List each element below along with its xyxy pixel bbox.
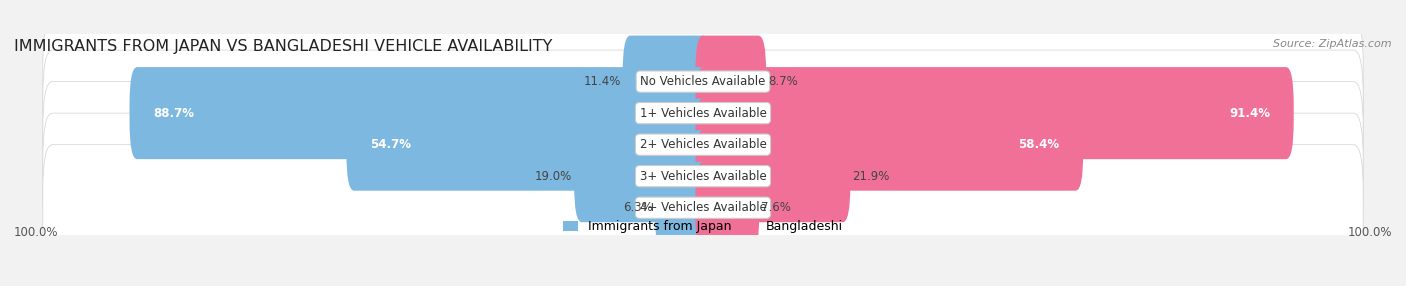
Text: 2+ Vehicles Available: 2+ Vehicles Available [640, 138, 766, 151]
FancyBboxPatch shape [42, 19, 1364, 145]
Text: No Vehicles Available: No Vehicles Available [640, 75, 766, 88]
Text: 19.0%: 19.0% [534, 170, 572, 183]
Text: 8.7%: 8.7% [768, 75, 797, 88]
Text: 91.4%: 91.4% [1229, 107, 1270, 120]
Text: Source: ZipAtlas.com: Source: ZipAtlas.com [1274, 39, 1392, 49]
Text: 7.6%: 7.6% [761, 201, 792, 214]
FancyBboxPatch shape [42, 50, 1364, 176]
Text: 1+ Vehicles Available: 1+ Vehicles Available [640, 107, 766, 120]
FancyBboxPatch shape [696, 35, 766, 128]
Text: IMMIGRANTS FROM JAPAN VS BANGLADESHI VEHICLE AVAILABILITY: IMMIGRANTS FROM JAPAN VS BANGLADESHI VEH… [14, 39, 553, 54]
Text: 6.3%: 6.3% [623, 201, 654, 214]
Text: 11.4%: 11.4% [583, 75, 620, 88]
FancyBboxPatch shape [129, 67, 710, 159]
Text: 4+ Vehicles Available: 4+ Vehicles Available [640, 201, 766, 214]
Text: 54.7%: 54.7% [370, 138, 411, 151]
FancyBboxPatch shape [696, 162, 759, 254]
FancyBboxPatch shape [42, 113, 1364, 239]
FancyBboxPatch shape [696, 99, 1083, 191]
Legend: Immigrants from Japan, Bangladeshi: Immigrants from Japan, Bangladeshi [558, 215, 848, 238]
FancyBboxPatch shape [655, 162, 710, 254]
Text: 58.4%: 58.4% [1018, 138, 1060, 151]
FancyBboxPatch shape [696, 67, 1294, 159]
Text: 88.7%: 88.7% [153, 107, 194, 120]
Text: 3+ Vehicles Available: 3+ Vehicles Available [640, 170, 766, 183]
Text: 100.0%: 100.0% [14, 226, 59, 239]
FancyBboxPatch shape [42, 82, 1364, 208]
Text: 100.0%: 100.0% [1347, 226, 1392, 239]
FancyBboxPatch shape [42, 145, 1364, 271]
FancyBboxPatch shape [696, 130, 851, 222]
FancyBboxPatch shape [346, 99, 710, 191]
Text: 21.9%: 21.9% [852, 170, 890, 183]
FancyBboxPatch shape [623, 35, 710, 128]
FancyBboxPatch shape [574, 130, 710, 222]
